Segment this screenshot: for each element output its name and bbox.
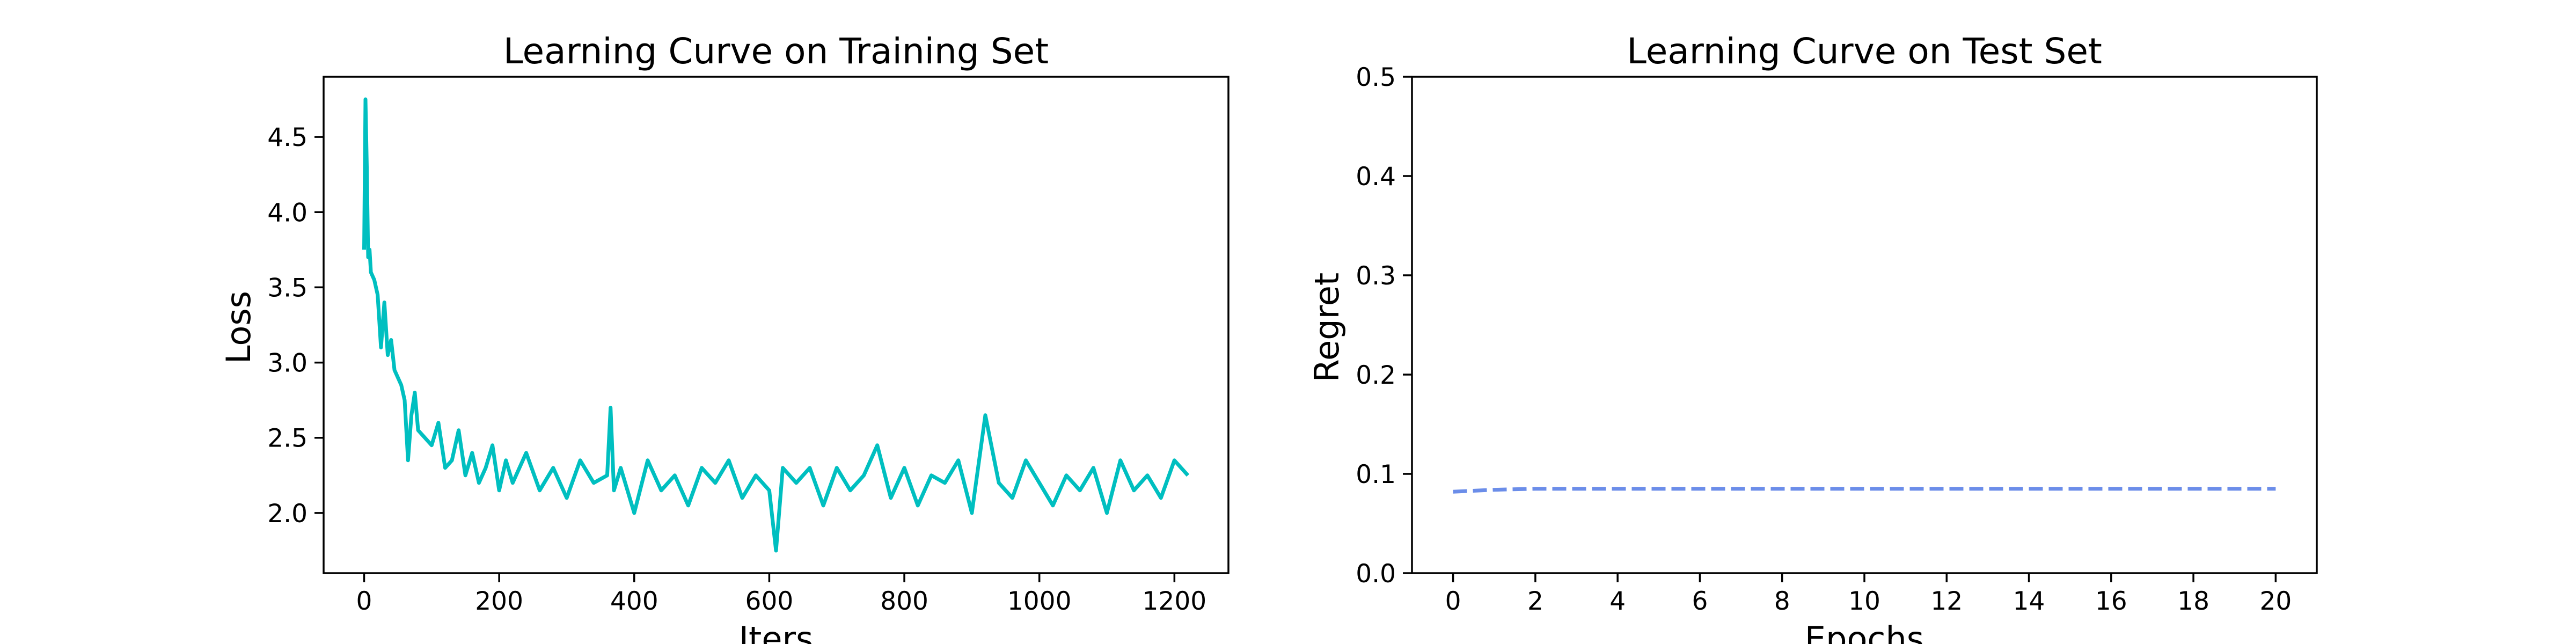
y-tick-label: 0.3 [1356, 261, 1396, 291]
x-tick-label: 600 [745, 587, 794, 616]
x-tick-label: 6 [1692, 587, 1708, 616]
x-axis-label: Iters [739, 619, 814, 644]
y-tick-label: 2.5 [267, 424, 308, 453]
x-tick-label: 20 [2259, 587, 2292, 616]
series-line-0 [1453, 487, 2276, 494]
x-tick-label: 16 [2095, 587, 2127, 616]
chart-title: Learning Curve on Training Set [503, 31, 1049, 72]
y-tick-label: 0.0 [1356, 559, 1396, 589]
test-regret-chart: Learning Curve on Test Set Regret Epochs… [1307, 31, 2318, 644]
plot-frame [1411, 76, 2318, 574]
x-tick-label: 800 [880, 587, 928, 616]
y-tick-label: 0.5 [1356, 63, 1396, 92]
x-axis-label: Epochs [1805, 619, 1924, 644]
y-axis-label: Regret [1307, 273, 1346, 382]
x-tick-label: 14 [2013, 587, 2045, 616]
series-line-0 [362, 97, 1190, 553]
y-tick-label: 3.0 [267, 349, 308, 378]
x-tick-label: 18 [2177, 587, 2209, 616]
y-tick-label: 2.0 [267, 499, 308, 529]
y-tick-label: 0.2 [1356, 361, 1396, 390]
x-tick-label: 0 [356, 587, 372, 616]
y-axis-label: Loss [219, 291, 258, 364]
x-tick-label: 12 [1930, 587, 1963, 616]
y-tick-label: 4.0 [267, 198, 308, 228]
training-loss-chart: Learning Curve on Training Set Loss Iter… [219, 31, 1230, 644]
y-tick-label: 4.5 [267, 123, 308, 152]
x-tick-label: 1200 [1143, 587, 1207, 616]
y-tick-label: 0.4 [1356, 162, 1396, 192]
x-tick-label: 200 [475, 587, 523, 616]
y-tick-label: 0.1 [1356, 460, 1396, 489]
plot-frame [323, 76, 1230, 574]
x-tick-label: 1000 [1007, 587, 1072, 616]
y-tick-label: 3.5 [267, 273, 308, 303]
x-tick-label: 8 [1774, 587, 1790, 616]
x-tick-label: 2 [1527, 587, 1543, 616]
x-tick-label: 400 [610, 587, 658, 616]
x-tick-label: 4 [1609, 587, 1626, 616]
x-tick-label: 0 [1445, 587, 1461, 616]
x-tick-label: 10 [1848, 587, 1880, 616]
chart-title: Learning Curve on Test Set [1627, 31, 2102, 72]
